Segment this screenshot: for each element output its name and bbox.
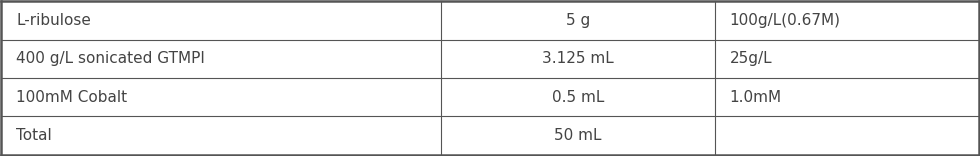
Text: 1.0mM: 1.0mM: [729, 90, 781, 105]
Text: 400 g/L sonicated GTMPI: 400 g/L sonicated GTMPI: [16, 51, 205, 66]
Text: 0.5 mL: 0.5 mL: [552, 90, 604, 105]
Text: 100mM Cobalt: 100mM Cobalt: [16, 90, 127, 105]
Text: 100g/L(0.67M): 100g/L(0.67M): [729, 13, 841, 28]
Text: Total: Total: [16, 128, 52, 143]
Text: 50 mL: 50 mL: [555, 128, 602, 143]
Text: 25g/L: 25g/L: [729, 51, 772, 66]
Text: 3.125 mL: 3.125 mL: [542, 51, 613, 66]
Text: L-ribulose: L-ribulose: [16, 13, 91, 28]
Text: 5 g: 5 g: [565, 13, 590, 28]
